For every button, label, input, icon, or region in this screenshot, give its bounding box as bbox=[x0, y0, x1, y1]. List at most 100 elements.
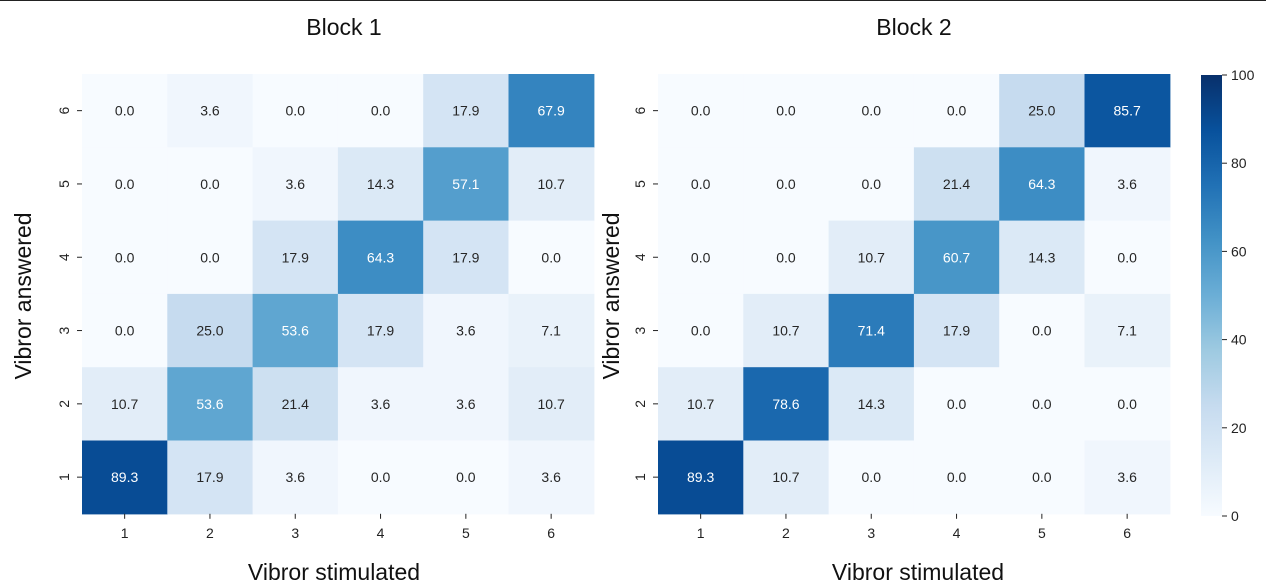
cell-value-label: 0.0 bbox=[947, 469, 967, 485]
heatmap-cell bbox=[1084, 147, 1171, 222]
heatmap-cell bbox=[167, 440, 254, 515]
cell-value-label: 0.0 bbox=[691, 176, 711, 192]
cell-value-label: 14.3 bbox=[1028, 249, 1055, 265]
cell-value-label: 53.6 bbox=[282, 323, 309, 339]
heatmap-cell bbox=[423, 74, 510, 148]
y-axis-label: Vibror answered bbox=[598, 212, 624, 379]
heatmap-cell bbox=[82, 440, 168, 515]
heatmap-cell bbox=[423, 220, 510, 295]
cell-value-label: 0.0 bbox=[691, 249, 711, 265]
cell-value-label: 53.6 bbox=[196, 396, 223, 412]
y-tick-label: 4 bbox=[632, 253, 648, 261]
chart-title: Block 2 bbox=[876, 14, 951, 40]
heatmap-cell-labels: 0.0 3.6 0.0 0.0 17.9 67.9 0.0 0.0 3.6 14.3 57.1 10.… bbox=[111, 103, 565, 485]
x-tick-label: 5 bbox=[462, 525, 470, 541]
y-axis-ticks: 6 5 4 3 2 1 bbox=[632, 107, 658, 481]
x-tick-label: 6 bbox=[1123, 525, 1131, 541]
x-tick-label: 3 bbox=[291, 525, 299, 541]
heatmap-cell bbox=[252, 74, 339, 148]
x-tick-label: 6 bbox=[547, 525, 555, 541]
heatmap-cell bbox=[743, 440, 830, 515]
y-tick-label: 5 bbox=[632, 180, 648, 188]
cell-value-label: 3.6 bbox=[286, 469, 306, 485]
cell-value-label: 0.0 bbox=[776, 249, 796, 265]
cell-value-label: 10.7 bbox=[772, 469, 799, 485]
y-tick-label: 1 bbox=[632, 473, 648, 481]
cell-value-label: 10.7 bbox=[772, 323, 799, 339]
cell-value-label: 0.0 bbox=[115, 103, 135, 119]
heatmap-cell bbox=[167, 293, 254, 368]
cell-value-label: 25.0 bbox=[196, 323, 223, 339]
heatmap-cell bbox=[1084, 367, 1171, 442]
heatmap-cell bbox=[999, 74, 1086, 148]
cell-value-label: 57.1 bbox=[452, 176, 479, 192]
cell-value-label: 0.0 bbox=[862, 103, 882, 119]
cell-value-label: 0.0 bbox=[947, 396, 967, 412]
cell-value-label: 10.7 bbox=[538, 176, 565, 192]
x-axis-ticks: 1 2 3 4 5 6 bbox=[697, 513, 1131, 541]
cell-value-label: 3.6 bbox=[541, 469, 561, 485]
y-tick-label: 1 bbox=[56, 473, 72, 481]
colorbar-tick-label: 40 bbox=[1231, 332, 1247, 348]
heatmap-cell bbox=[999, 440, 1086, 515]
heatmap-cell bbox=[828, 74, 915, 148]
cell-value-label: 0.0 bbox=[1117, 249, 1137, 265]
heatmap-cell bbox=[828, 220, 915, 295]
colorbar-tick-label: 60 bbox=[1231, 243, 1247, 259]
heatmap-cell bbox=[508, 440, 595, 515]
cell-value-label: 10.7 bbox=[858, 249, 885, 265]
heatmap-cell bbox=[252, 440, 339, 515]
cell-value-label: 14.3 bbox=[367, 176, 394, 192]
cell-value-label: 17.9 bbox=[282, 249, 309, 265]
cell-value-label: 0.0 bbox=[1032, 469, 1052, 485]
cell-value-label: 10.7 bbox=[111, 396, 138, 412]
cell-value-label: 17.9 bbox=[367, 323, 394, 339]
cell-value-label: 0.0 bbox=[1117, 396, 1137, 412]
heatmap-cell bbox=[743, 74, 830, 148]
heatmap-cell bbox=[743, 220, 830, 295]
heatmap-cell bbox=[913, 440, 1000, 515]
cell-value-label: 0.0 bbox=[286, 103, 306, 119]
colorbar-tick-label: 80 bbox=[1231, 155, 1247, 171]
heatmap-cell bbox=[999, 367, 1086, 442]
y-tick-label: 4 bbox=[56, 253, 72, 261]
heatmap-cell bbox=[423, 367, 510, 442]
cell-value-label: 0.0 bbox=[1032, 323, 1052, 339]
y-tick-label: 2 bbox=[56, 400, 72, 408]
cell-value-label: 7.1 bbox=[541, 323, 561, 339]
cell-value-label: 0.0 bbox=[947, 103, 967, 119]
heatmap-cell bbox=[913, 147, 1000, 222]
heatmap-cell bbox=[913, 220, 1000, 295]
cell-value-label: 0.0 bbox=[200, 176, 220, 192]
heatmap-cell bbox=[743, 367, 830, 442]
heatmap-cell bbox=[337, 293, 424, 368]
x-tick-label: 3 bbox=[867, 525, 875, 541]
y-tick-label: 2 bbox=[632, 400, 648, 408]
heatmap-cell bbox=[913, 293, 1000, 368]
heatmap-cell bbox=[82, 74, 168, 148]
heatmap-block-1: 0.0 3.6 0.0 0.0 17.9 67.90.0 0.0 3.6 14.3 57.1 10.… bbox=[10, 14, 595, 585]
cell-value-label: 3.6 bbox=[456, 323, 476, 339]
x-axis-ticks: 1 2 3 4 5 6 bbox=[121, 513, 555, 541]
heatmap-cell bbox=[658, 367, 744, 442]
cell-value-label: 0.0 bbox=[862, 469, 882, 485]
heatmap-cell bbox=[999, 293, 1086, 368]
cell-value-label: 0.0 bbox=[862, 176, 882, 192]
cell-value-label: 3.6 bbox=[1117, 469, 1137, 485]
chart-title: Block 1 bbox=[306, 14, 381, 40]
colorbar-gradient bbox=[1201, 75, 1222, 516]
heatmap-cell bbox=[167, 220, 254, 295]
y-axis-ticks: 6 5 4 3 2 1 bbox=[56, 107, 82, 481]
y-tick-label: 6 bbox=[632, 107, 648, 115]
heatmap-cell bbox=[252, 293, 339, 368]
cell-value-label: 21.4 bbox=[943, 176, 970, 192]
colorbar-tick-label: 0 bbox=[1231, 508, 1239, 524]
heatmap-cell bbox=[1084, 220, 1171, 295]
x-axis-label: Vibror stimulated bbox=[832, 559, 1004, 585]
heatmap-cell bbox=[167, 147, 254, 222]
cell-value-label: 0.0 bbox=[115, 176, 135, 192]
cell-value-label: 0.0 bbox=[691, 103, 711, 119]
cell-value-label: 10.7 bbox=[687, 396, 714, 412]
cell-value-label: 17.9 bbox=[452, 103, 479, 119]
